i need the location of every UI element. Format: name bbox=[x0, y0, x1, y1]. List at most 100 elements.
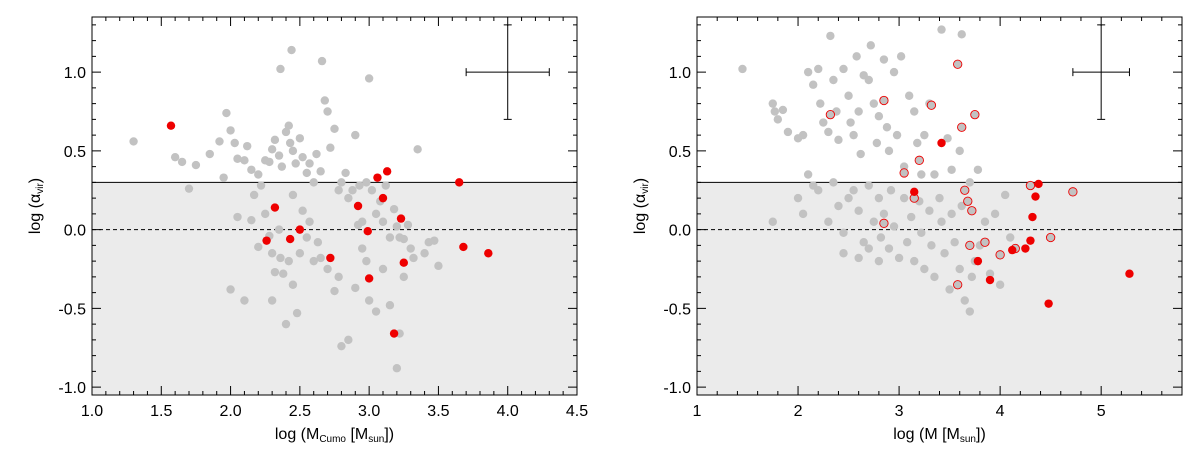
data-point-gray bbox=[284, 121, 293, 130]
data-point-gray bbox=[385, 301, 395, 310]
data-point-gray bbox=[371, 307, 381, 316]
data-point-gray bbox=[844, 193, 853, 203]
data-point-gray bbox=[738, 64, 747, 74]
data-point-gray bbox=[886, 186, 896, 195]
data-point-gray bbox=[826, 31, 835, 41]
data-point-gray bbox=[302, 168, 311, 178]
data-point-gray bbox=[334, 186, 343, 195]
x-tick-label: 4.5 bbox=[566, 403, 588, 420]
data-point-gray bbox=[889, 67, 899, 77]
data-point-gray bbox=[943, 134, 952, 143]
data-point-gray bbox=[276, 253, 285, 263]
data-point-gray bbox=[341, 168, 350, 178]
data-point-gray_outlined bbox=[995, 250, 1005, 260]
data-point-gray bbox=[270, 135, 280, 145]
data-point-gray bbox=[910, 256, 919, 266]
data-point-gray bbox=[834, 201, 843, 211]
data-point-gray bbox=[309, 256, 318, 266]
y-axis-label-part: ) bbox=[632, 178, 649, 183]
y-axis-label-part: ) bbox=[27, 178, 44, 183]
data-point-gray bbox=[261, 209, 270, 219]
data-point-gray bbox=[291, 159, 300, 168]
data-point-gray bbox=[267, 145, 277, 154]
data-point-gray bbox=[874, 193, 884, 203]
data-point-gray bbox=[316, 167, 325, 176]
data-point-gray bbox=[403, 220, 413, 230]
x-axis-label-part: ]) bbox=[976, 426, 986, 443]
data-point-gray bbox=[920, 130, 929, 140]
data-point-gray bbox=[247, 165, 256, 174]
data-point-gray_outlined bbox=[980, 237, 990, 247]
data-point-gray bbox=[995, 280, 1005, 289]
data-point-gray bbox=[348, 186, 357, 195]
y-tick-label: 0.5 bbox=[64, 144, 86, 161]
data-point-gray bbox=[305, 159, 314, 168]
data-point-gray bbox=[392, 364, 402, 373]
data-point-gray bbox=[917, 228, 926, 237]
data-point-gray bbox=[364, 296, 374, 305]
data-point-gray_outlined bbox=[967, 206, 977, 216]
data-point-red bbox=[270, 203, 280, 212]
data-point-gray bbox=[910, 107, 919, 116]
data-point-gray bbox=[824, 127, 833, 137]
data-point-gray bbox=[935, 193, 944, 203]
data-point-gray bbox=[313, 238, 323, 247]
data-point-gray bbox=[874, 256, 884, 266]
data-point-gray bbox=[334, 272, 343, 282]
data-point-gray bbox=[770, 107, 780, 116]
x-axis-label-part: [M bbox=[346, 426, 368, 443]
data-point-gray bbox=[233, 154, 242, 163]
data-point-gray_outlined bbox=[879, 218, 889, 228]
data-point-gray bbox=[392, 222, 402, 231]
data-point-gray bbox=[965, 178, 975, 187]
data-point-gray bbox=[316, 253, 325, 263]
data-point-gray bbox=[927, 241, 936, 250]
data-point-gray bbox=[317, 56, 327, 66]
data-point-gray bbox=[243, 141, 252, 151]
data-point-gray bbox=[367, 186, 377, 195]
data-point-gray bbox=[866, 41, 875, 50]
y-axis-label: log (αvir) bbox=[632, 178, 651, 234]
data-point-gray bbox=[814, 64, 823, 74]
data-point-gray bbox=[965, 307, 975, 316]
data-point-gray bbox=[233, 212, 242, 222]
data-point-gray bbox=[913, 138, 922, 148]
data-point-gray_outlined bbox=[879, 95, 889, 106]
data-point-gray bbox=[279, 269, 288, 278]
data-point-red bbox=[166, 121, 176, 130]
data-point-red bbox=[326, 253, 335, 263]
x-axis-label-part: log (M bbox=[275, 426, 319, 443]
data-point-gray bbox=[864, 75, 873, 85]
y-tick-label: 0.0 bbox=[64, 223, 86, 240]
x-axis-label-subscript: sun bbox=[960, 434, 976, 445]
data-point-red bbox=[295, 225, 305, 234]
data-point-gray bbox=[768, 99, 777, 108]
data-point-gray bbox=[879, 209, 889, 219]
y-axis-label-part: log (α bbox=[27, 194, 44, 234]
data-point-gray bbox=[320, 96, 329, 105]
x-axis-label: log (M [Msun]) bbox=[893, 426, 986, 445]
data-point-red bbox=[910, 187, 919, 197]
x-tick-label: 5 bbox=[1097, 403, 1106, 420]
data-point-gray bbox=[917, 170, 926, 179]
data-point-gray bbox=[1000, 190, 1010, 200]
data-point-gray bbox=[305, 217, 314, 226]
data-point-gray bbox=[839, 64, 848, 74]
data-point-gray bbox=[267, 296, 277, 305]
data-point-gray bbox=[925, 206, 934, 215]
x-tick-label: 1 bbox=[693, 403, 702, 420]
x-tick-label: 4 bbox=[996, 403, 1005, 420]
data-point-gray bbox=[409, 253, 418, 263]
data-point-gray bbox=[326, 143, 335, 152]
data-point-gray bbox=[839, 228, 848, 237]
data-point-gray_outlined bbox=[1068, 187, 1078, 197]
data-point-gray bbox=[768, 217, 777, 226]
data-point-gray bbox=[434, 261, 443, 271]
data-point-gray_outlined bbox=[957, 122, 967, 132]
data-point-gray bbox=[312, 149, 321, 159]
x-tick-label: 3 bbox=[895, 403, 904, 420]
y-tick-label: 1.0 bbox=[669, 65, 691, 82]
data-point-gray bbox=[852, 52, 861, 61]
data-point-gray bbox=[230, 138, 239, 148]
